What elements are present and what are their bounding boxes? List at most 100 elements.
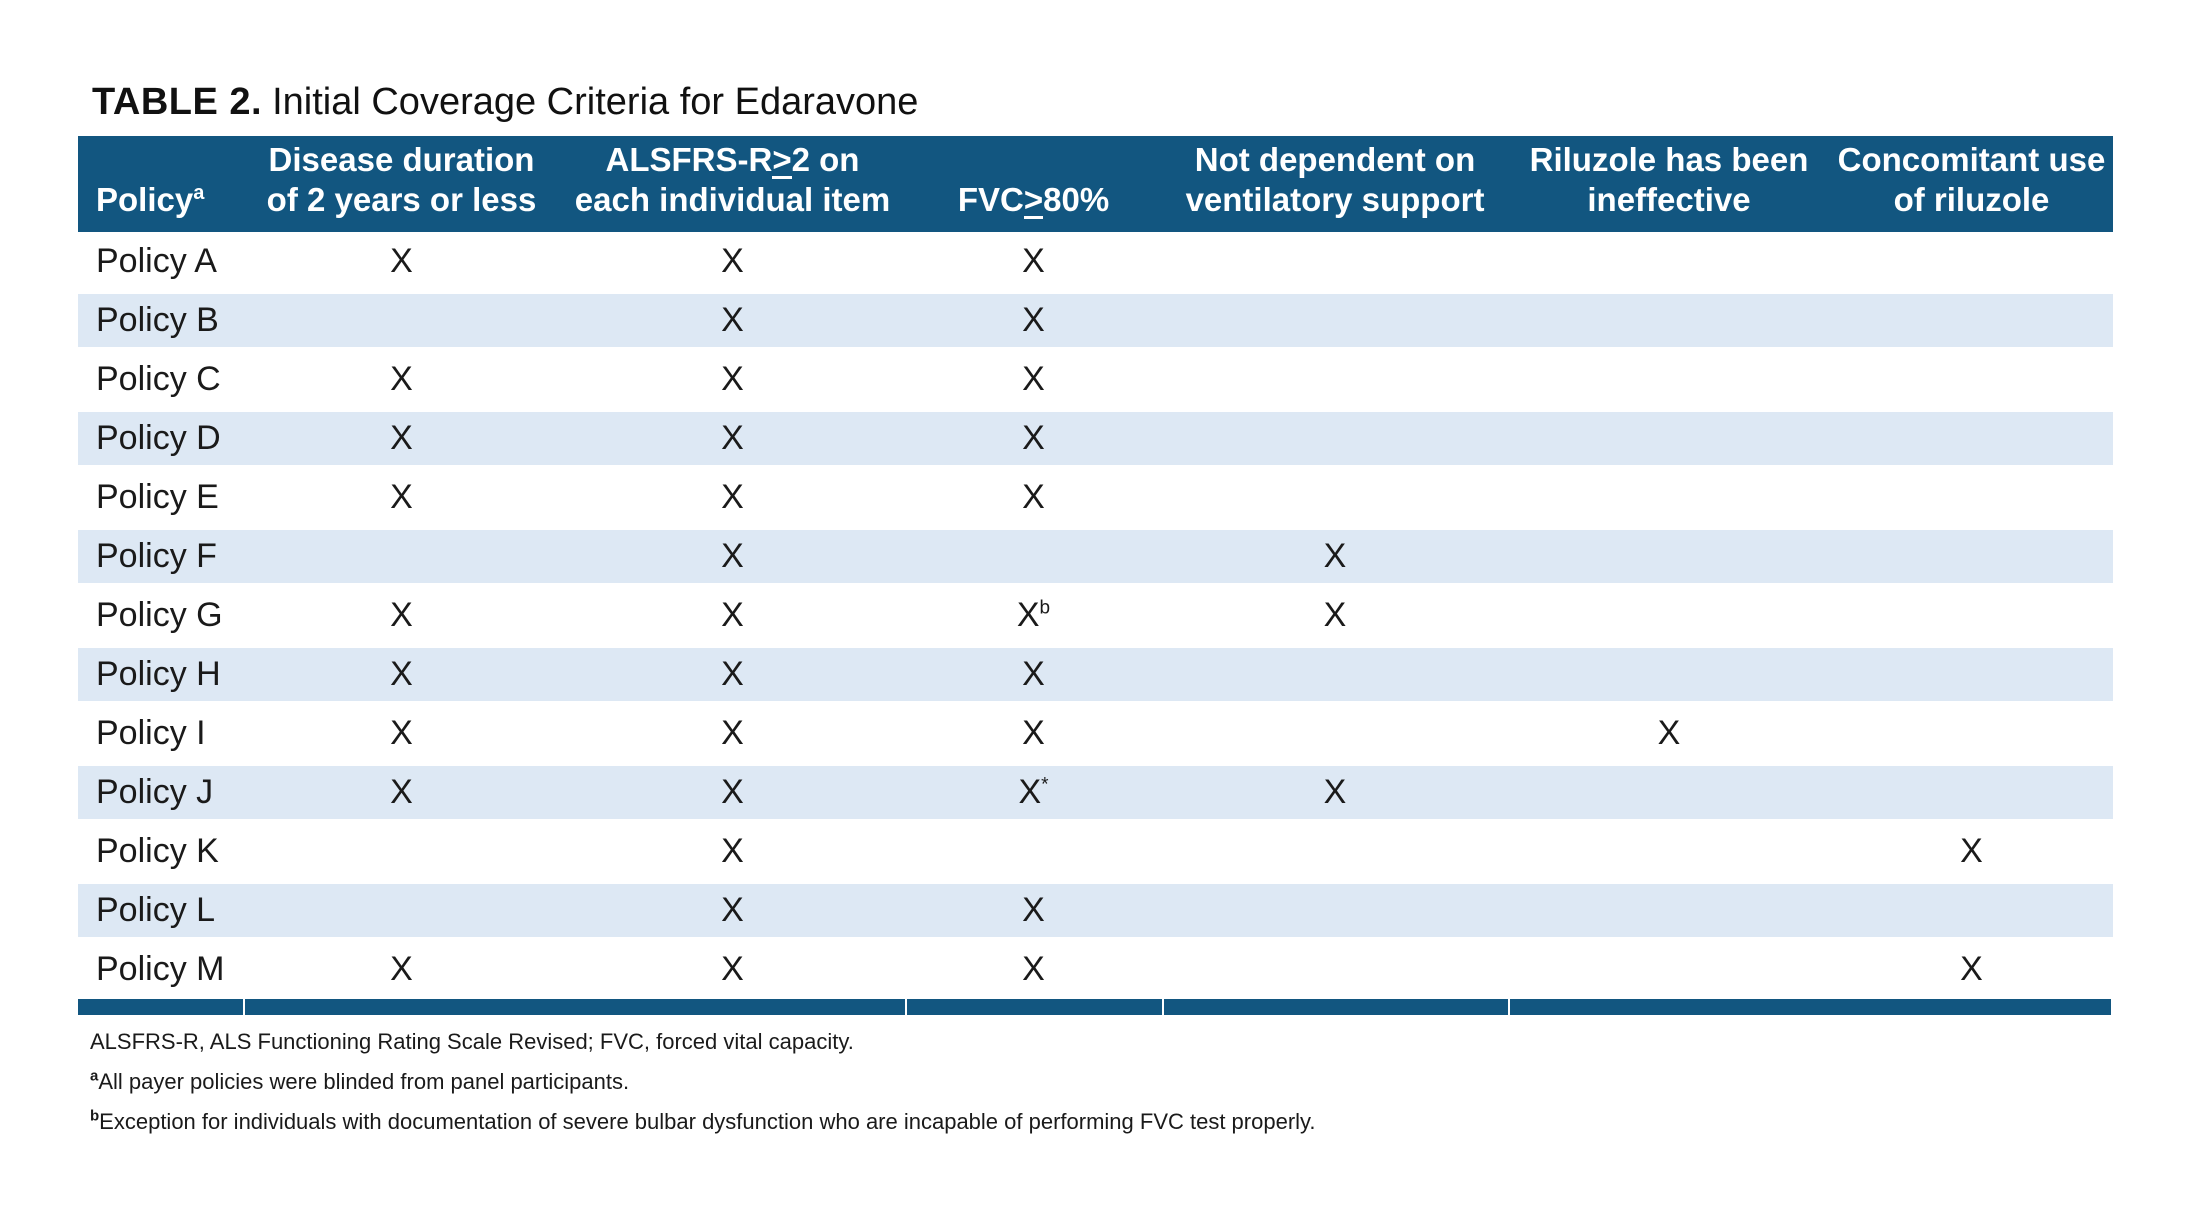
mark-cell: X <box>1830 822 2113 881</box>
mark-cell <box>243 822 560 881</box>
header-line: each individual item <box>574 181 891 218</box>
footnote-text: Exception for individuals with documenta… <box>99 1109 1316 1134</box>
x-mark: X* <box>1018 773 1049 811</box>
mark-cell <box>1508 586 1830 645</box>
mark-cell <box>1162 704 1508 763</box>
table-title-text: Initial Coverage Criteria for Edaravone <box>272 81 919 123</box>
mark-cell: X <box>1162 586 1508 645</box>
column-header-ventilatory-support: Not dependent on ventilatory support <box>1162 136 1508 232</box>
bottom-border-segment <box>1164 999 1508 1015</box>
column-header-concomitant-riluzole: Concomitant use of riluzole <box>1830 136 2113 232</box>
footnote-text: ALSFRS-R, ALS Functioning Rating Scale R… <box>90 1029 854 1054</box>
mark-cell <box>1162 294 1508 347</box>
mark-cell: X <box>905 884 1162 937</box>
mark-cell: X <box>243 232 560 291</box>
mark-cell: X <box>1162 530 1508 583</box>
x-mark: X <box>390 596 413 634</box>
table-body: Policy A X X X Policy B X X Policy C X X X Policy D… <box>78 232 2113 999</box>
footnote-abbreviations: ALSFRS-R, ALS Functioning Rating Scale R… <box>90 1022 1316 1062</box>
column-header-disease-duration: Disease duration of 2 years or less <box>243 136 560 232</box>
bottom-border-segment <box>1510 999 2111 1015</box>
x-mark: X <box>390 714 413 752</box>
mark-cell <box>1830 232 2113 291</box>
table-row-policy-g: Policy G X X Xb X <box>78 586 2113 645</box>
footnotes: ALSFRS-R, ALS Functioning Rating Scale R… <box>90 1022 1316 1142</box>
x-mark: X <box>1022 242 1045 280</box>
footnote-b: bException for individuals with document… <box>90 1102 1316 1142</box>
x-mark: X <box>1657 714 1681 752</box>
mark-cell <box>243 884 560 937</box>
x-mark: X <box>1960 950 1983 988</box>
x-mark: X <box>390 950 413 988</box>
mark-cell <box>1830 530 2113 583</box>
table-bottom-border <box>78 999 2113 1015</box>
header-line: FVC>80% <box>957 181 1110 219</box>
mark-cell <box>1508 822 1830 881</box>
mark-cell <box>1830 766 2113 819</box>
footnote-text: All payer policies were blinded from pan… <box>98 1069 630 1094</box>
x-mark: X <box>721 714 744 752</box>
column-header-policy: Policya <box>78 136 243 232</box>
mark-cell: X <box>560 350 905 409</box>
x-mark: X <box>721 360 744 398</box>
x-mark: X <box>721 596 744 634</box>
x-mark: X <box>1022 419 1045 457</box>
policy-cell: Policy M <box>96 950 225 988</box>
mark-cell: X <box>243 412 560 465</box>
policy-cell: Policy B <box>96 301 219 339</box>
mark-cell: X <box>1508 704 1830 763</box>
x-mark: X <box>1323 773 1347 811</box>
x-mark: X <box>1022 478 1045 516</box>
x-mark: X <box>390 478 413 516</box>
table-title: TABLE 2. Initial Coverage Criteria for Ed… <box>92 80 918 124</box>
x-mark: X <box>390 242 413 280</box>
header-line: Policya <box>96 181 205 218</box>
x-mark: X <box>721 655 744 693</box>
header-line: ALSFRS-R>2 on <box>605 141 860 179</box>
header-footnote-marker: a <box>193 182 205 204</box>
x-mark: X <box>1022 950 1045 988</box>
greater-equal-symbol: > <box>1023 181 1044 219</box>
table-row-policy-i: Policy I X X X X <box>78 704 2113 763</box>
mark-cell: X <box>905 350 1162 409</box>
mark-footnote-marker: b <box>1039 597 1051 619</box>
column-header-fvc: FVC>80% <box>905 136 1162 232</box>
table-header-row: Policya Disease duration of 2 years or les… <box>78 136 2113 232</box>
greater-equal-symbol: > <box>772 141 792 179</box>
mark-cell: X <box>905 940 1162 999</box>
bottom-border-segment <box>907 999 1162 1015</box>
mark-cell: X <box>560 412 905 465</box>
mark-cell: X <box>905 648 1162 701</box>
policy-cell: Policy H <box>96 655 221 693</box>
mark-cell <box>1162 822 1508 881</box>
table-row-policy-j: Policy J X X X* X <box>78 763 2113 822</box>
mark-cell <box>1508 884 1830 937</box>
footnote-a: aAll payer policies were blinded from pa… <box>90 1062 1316 1102</box>
x-mark: X <box>1022 360 1045 398</box>
mark-cell: X <box>243 586 560 645</box>
table-number-label: TABLE 2. <box>92 81 263 123</box>
header-line: ineffective <box>1587 181 1751 218</box>
policy-cell: Policy C <box>96 360 221 398</box>
mark-cell <box>1162 412 1508 465</box>
header-line: Not dependent on <box>1194 141 1476 178</box>
header-line: ventilatory support <box>1185 181 1485 218</box>
mark-cell: X <box>1830 940 2113 999</box>
mark-cell <box>1508 350 1830 409</box>
mark-cell <box>905 530 1162 583</box>
mark-footnote-marker: * <box>1041 774 1049 796</box>
mark-cell <box>1508 530 1830 583</box>
policy-cell: Policy E <box>96 478 219 516</box>
mark-cell: X <box>243 940 560 999</box>
table-row-policy-f: Policy F X X <box>78 527 2113 586</box>
mark-cell <box>1162 350 1508 409</box>
mark-cell <box>1508 412 1830 465</box>
policy-cell: Policy K <box>96 832 219 870</box>
x-mark: X <box>721 891 744 929</box>
policy-cell: Policy F <box>96 537 217 575</box>
mark-cell: X <box>560 884 905 937</box>
table-row-policy-e: Policy E X X X <box>78 468 2113 527</box>
mark-cell <box>1830 412 2113 465</box>
x-mark: X <box>1323 596 1347 634</box>
column-header-riluzole-ineffective: Riluzole has been ineffective <box>1508 136 1830 232</box>
